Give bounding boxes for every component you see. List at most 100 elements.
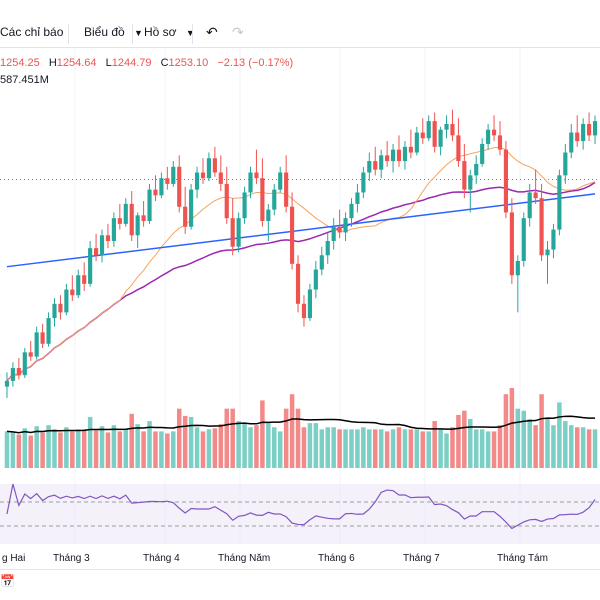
volume-bar bbox=[473, 429, 479, 468]
volume-bar bbox=[52, 429, 57, 468]
price-chart[interactable] bbox=[0, 48, 600, 545]
candle-body bbox=[212, 158, 217, 173]
volume-bar bbox=[165, 433, 170, 468]
volume-bar bbox=[462, 410, 467, 468]
time-axis[interactable]: g Hai Tháng 3 Tháng 4 Tháng Năm Tháng 6 … bbox=[0, 545, 600, 569]
candle-body bbox=[99, 235, 105, 256]
candle-body bbox=[129, 203, 134, 236]
candle-body bbox=[248, 172, 253, 193]
chart-type-label: Biểu đồ bbox=[84, 25, 125, 39]
volume-bar bbox=[450, 427, 455, 468]
calendar-icon[interactable]: 📅 bbox=[0, 574, 15, 588]
volume-bar bbox=[390, 429, 396, 468]
volume-bar bbox=[343, 429, 348, 468]
candle-body bbox=[402, 146, 408, 162]
volume-bar bbox=[117, 431, 123, 468]
candle-body bbox=[337, 226, 342, 233]
candle-body bbox=[93, 248, 99, 256]
volume-bar bbox=[46, 425, 51, 468]
volume-bar bbox=[361, 427, 366, 468]
candle-body bbox=[58, 303, 63, 313]
chart-type-dropdown[interactable]: Biểu đồ ▼ bbox=[84, 25, 143, 39]
candle-body bbox=[4, 380, 10, 387]
volume-bar bbox=[93, 430, 99, 468]
candle-body bbox=[408, 146, 413, 153]
candle-body bbox=[367, 161, 372, 173]
candle-body bbox=[313, 269, 318, 290]
volume-bar bbox=[569, 425, 574, 468]
volume-bar bbox=[456, 414, 461, 468]
volume-bar bbox=[22, 428, 28, 468]
volume-bar bbox=[337, 429, 342, 468]
candle-body bbox=[349, 203, 354, 219]
candle-body bbox=[456, 135, 461, 162]
volume-bar bbox=[81, 429, 87, 468]
volume-bar bbox=[283, 408, 289, 468]
low-key: L bbox=[105, 57, 112, 69]
candle-body bbox=[373, 161, 378, 170]
candle-body bbox=[82, 275, 87, 284]
indicators-button[interactable]: Các chỉ báo bbox=[0, 25, 63, 39]
volume-bar bbox=[248, 427, 253, 468]
candle-body bbox=[236, 218, 241, 247]
candle-body bbox=[10, 368, 15, 381]
volume-bar bbox=[105, 432, 111, 468]
candle-body bbox=[486, 129, 491, 144]
volume-bar bbox=[141, 431, 146, 468]
volume-bar bbox=[485, 431, 491, 468]
candle-body bbox=[40, 332, 45, 344]
volume-bar bbox=[159, 431, 164, 468]
candle-body bbox=[426, 121, 431, 139]
volume-bar bbox=[527, 419, 532, 468]
candle-body bbox=[515, 260, 520, 276]
candle-body bbox=[450, 123, 455, 136]
candle-body bbox=[331, 226, 336, 241]
candle-body bbox=[491, 129, 497, 136]
candle-body bbox=[189, 189, 194, 227]
volume-bar bbox=[563, 421, 568, 468]
candle-body bbox=[278, 172, 283, 190]
high-key: H bbox=[48, 57, 57, 69]
candle-body bbox=[16, 368, 21, 376]
volume-bar bbox=[153, 431, 158, 468]
volume-bar bbox=[414, 429, 420, 468]
volume-bar bbox=[509, 388, 515, 468]
volume-average-line bbox=[6, 415, 596, 434]
close-value: 1253.10 bbox=[168, 57, 209, 69]
candle-body bbox=[230, 218, 235, 247]
redo-icon[interactable]: ↷ bbox=[232, 24, 244, 40]
candle-body bbox=[153, 189, 158, 196]
volume-bar bbox=[40, 432, 45, 468]
volume-bar bbox=[432, 421, 437, 468]
volume-bar bbox=[574, 427, 580, 468]
volume-bar bbox=[331, 427, 336, 468]
volume-bar bbox=[301, 427, 307, 468]
volume-bar bbox=[272, 427, 277, 468]
volume-bar bbox=[4, 431, 10, 468]
high-value: 1254.64 bbox=[56, 57, 97, 69]
candle-body bbox=[563, 152, 568, 176]
x-label: Tháng Tám bbox=[497, 553, 548, 564]
volume-bar bbox=[479, 429, 485, 468]
close-key: C bbox=[160, 57, 169, 69]
x-label: Tháng Năm bbox=[218, 553, 271, 564]
volume-bar bbox=[99, 426, 105, 468]
candle-body bbox=[218, 172, 223, 184]
candle-body bbox=[325, 241, 330, 256]
volume-bar bbox=[147, 421, 152, 468]
candle-body bbox=[497, 135, 503, 150]
trendline bbox=[6, 193, 596, 268]
candle-body bbox=[206, 158, 212, 179]
undo-icon[interactable]: ↶ bbox=[206, 24, 218, 40]
low-value: 1244.79 bbox=[111, 57, 152, 69]
change-value: −2.13 (−0.17%) bbox=[217, 57, 294, 69]
profile-dropdown[interactable]: Hồ sơ ▼ bbox=[144, 25, 195, 39]
candle-body bbox=[509, 212, 514, 276]
candle-body bbox=[396, 149, 402, 162]
candle-body bbox=[581, 123, 586, 142]
volume-bar bbox=[10, 432, 16, 468]
candle-body bbox=[569, 132, 574, 153]
volume-bar bbox=[307, 423, 313, 468]
candle-body bbox=[105, 235, 111, 241]
volume-bar bbox=[206, 429, 212, 468]
